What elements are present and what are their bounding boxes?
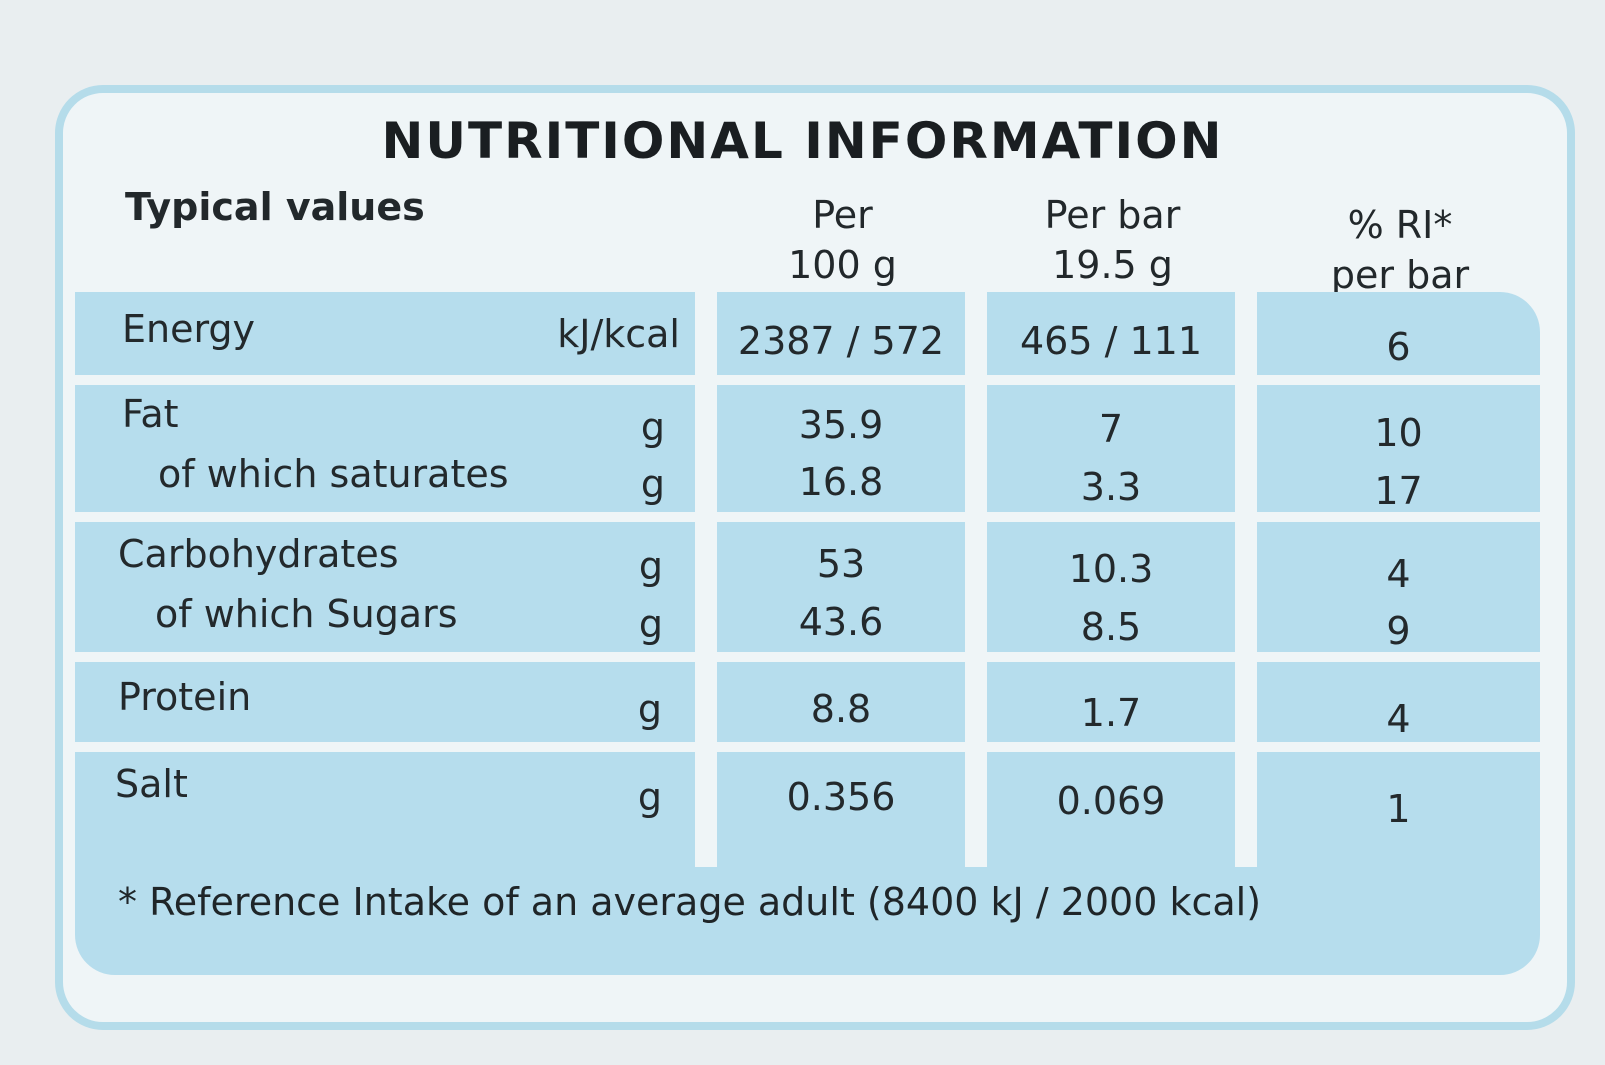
perbar-energy: 465 / 111 [1019,319,1203,363]
perbar-protein: 1.7 [1080,691,1142,735]
row-unit-saturates: g [640,462,665,506]
per100-salt: 0.356 [786,775,896,819]
row-divider [75,652,1540,662]
ri-fat: 10 [1374,411,1423,455]
row-unit-salt: g [637,775,662,819]
row-unit-carbohydrates: g [638,544,663,588]
row-divider [75,512,1540,522]
ri-energy: 6 [1386,325,1411,369]
per100-fat: 35.9 [798,403,884,447]
per-100g-header: Per 100 g [720,190,965,290]
perbar-carbohydrates: 10.3 [1068,547,1154,591]
row-unit-energy: kJ/kcal [557,312,680,356]
row-unit-fat: g [640,405,665,449]
ri-carbohydrates: 4 [1386,552,1411,596]
row-divider [75,742,1540,752]
per-bar-header: Per bar 19.5 g [990,190,1235,290]
per100-saturates: 16.8 [798,460,884,504]
footnote-band [75,847,1540,975]
row-label-fat: Fat [122,392,179,436]
per-bar-header-line2: 19.5 g [1052,243,1173,287]
ri-protein: 4 [1386,697,1411,741]
row-label-salt: Salt [115,762,188,806]
row-label-sugars: of which Sugars [155,592,458,636]
row-divider [75,375,1540,385]
perbar-salt: 0.069 [1056,779,1166,823]
row-unit-protein: g [637,687,662,731]
row-label-saturates: of which saturates [158,452,509,496]
perbar-saturates: 3.3 [1080,465,1142,509]
perbar-fat: 7 [1098,407,1124,451]
per100-sugars: 43.6 [798,600,884,644]
ri-sugars: 9 [1386,609,1411,653]
per100-protein: 8.8 [810,687,872,731]
ri-salt: 1 [1386,787,1411,831]
per-100g-header-line1: Per [812,193,873,237]
per-100g-header-line2: 100 g [788,243,897,287]
per-bar-header-line1: Per bar [1044,193,1181,237]
row-unit-sugars: g [638,602,663,646]
perbar-sugars: 8.5 [1080,605,1142,649]
row-label-protein: Protein [118,675,252,719]
ri-header-line2: per bar [1330,253,1470,297]
label-title: NUTRITIONAL INFORMATION [381,112,1224,170]
column-divider [1235,292,1257,867]
per100-energy: 2387 / 572 [737,319,945,363]
ri-header-line1: % RI* [1347,203,1453,247]
column-divider [695,292,717,867]
typical-values-heading: Typical values [125,185,425,229]
row-label-energy: Energy [122,307,256,351]
column-divider [965,292,987,867]
per100-carbohydrates: 53 [816,542,866,586]
row-label-carbohydrates: Carbohydrates [118,532,399,576]
ri-header: % RI* per bar [1255,200,1545,300]
reference-intake-footnote: * Reference Intake of an average adult (… [118,880,1262,924]
ri-saturates: 17 [1374,469,1423,513]
